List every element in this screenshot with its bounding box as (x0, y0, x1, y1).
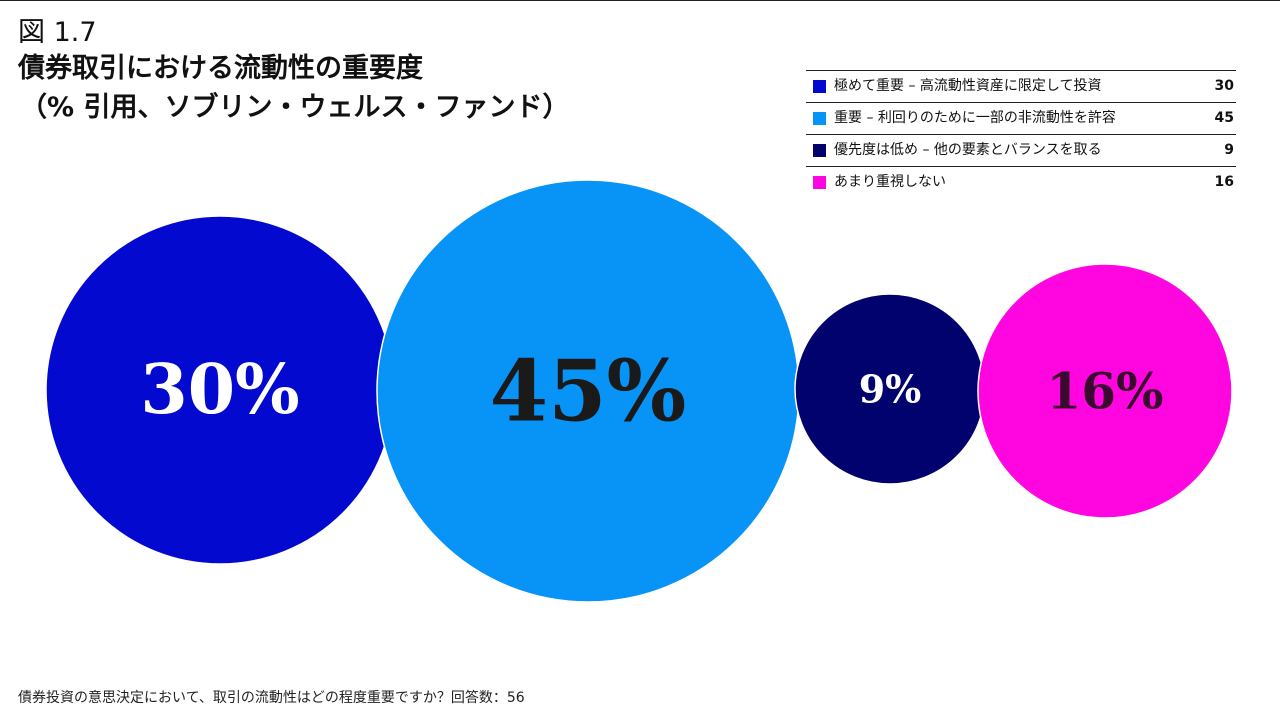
legend-swatch (813, 176, 826, 189)
legend-swatch (813, 80, 826, 93)
legend-value: 45 (1214, 110, 1234, 126)
legend-item: 極めて重要 – 高流動性資産に限定して投資 30 (806, 70, 1236, 102)
legend-value: 16 (1214, 174, 1234, 190)
bubble-value-label: 45% (490, 342, 687, 441)
footnote: 債券投資の意思決定において、取引の流動性はどの程度重要ですか？回答数：56 (18, 690, 525, 706)
legend-value: 30 (1214, 78, 1234, 94)
legend-value: 9 (1224, 142, 1234, 158)
top-rule (0, 0, 1280, 1)
bubble-value-label: 16% (1046, 362, 1163, 421)
chart-title: 債券取引における流動性の重要度 (18, 53, 423, 84)
chart-subtitle: （% 引用、ソブリン・ウェルス・ファンド） (20, 92, 570, 123)
bubble-value-label: 9% (859, 367, 922, 412)
legend-label: 重要 – 利回りのために一部の非流動性を許容 (834, 110, 1116, 126)
legend: 極めて重要 – 高流動性資産に限定して投資 30 重要 – 利回りのために一部の… (806, 70, 1236, 198)
legend-swatch (813, 144, 826, 157)
legend-label: 極めて重要 – 高流動性資産に限定して投資 (834, 78, 1102, 94)
legend-item: 重要 – 利回りのために一部の非流動性を許容 45 (806, 102, 1236, 134)
legend-item: あまり重視しない 16 (806, 166, 1236, 198)
legend-label: 優先度は低め – 他の要素とバランスを取る (834, 142, 1102, 158)
bubble (977, 263, 1233, 519)
legend-label: あまり重視しない (834, 174, 946, 190)
bubble-value-label: 30% (140, 350, 299, 430)
legend-item: 優先度は低め – 他の要素とバランスを取る 9 (806, 134, 1236, 166)
figure-label: 図 1.7 (18, 17, 97, 48)
legend-swatch (813, 112, 826, 125)
